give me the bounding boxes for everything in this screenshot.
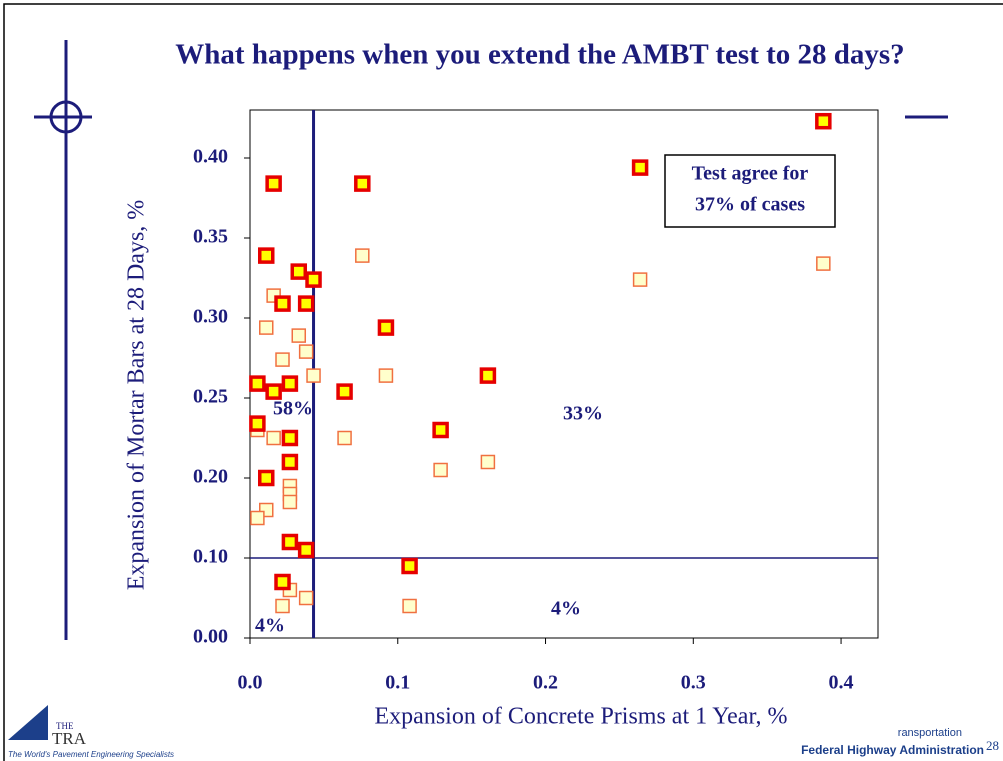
x-tick-label: 0.2 [533, 672, 558, 694]
data-point [281, 533, 299, 551]
data-point [282, 494, 298, 510]
data-point [354, 175, 371, 192]
box-text: Test agree for [692, 163, 809, 185]
data-point [265, 383, 282, 400]
data-point [258, 247, 275, 264]
data-point [632, 272, 648, 287]
data-point [480, 454, 496, 470]
data-point [275, 598, 290, 614]
data-point [337, 430, 352, 446]
y-tick-label: 0.30 [193, 306, 228, 328]
data-point [266, 430, 281, 446]
chart-title: What happens when you extend the AMBT te… [175, 39, 904, 71]
data-point [274, 295, 291, 312]
data-point [378, 368, 394, 383]
tagline: The World's Pavement Engineering Special… [8, 750, 174, 759]
data-point [432, 421, 449, 439]
data-point [281, 429, 299, 447]
data-point [281, 453, 299, 471]
y-tick-label: 0.20 [193, 466, 228, 488]
data-point [291, 328, 307, 343]
y-tick-label: 0.35 [193, 226, 228, 248]
data-point [249, 375, 266, 392]
data-point [355, 248, 370, 263]
data-point [259, 320, 274, 335]
data-point [479, 367, 497, 384]
y-tick-label: 0.40 [193, 146, 228, 168]
annotation: 33% [563, 403, 603, 425]
data-point [402, 598, 417, 614]
decor-circle [49, 100, 83, 134]
y-tick-label: 0.00 [193, 626, 228, 648]
data-point [298, 590, 314, 606]
annotation: 4% [255, 615, 285, 637]
plot-area [249, 109, 879, 639]
annotation-box [664, 154, 836, 228]
data-point [249, 415, 266, 432]
x-tick-label: 0.1 [385, 672, 410, 694]
data-point [377, 319, 395, 336]
data-point [401, 557, 418, 575]
data-point [297, 295, 315, 312]
y-tick-label: 0.10 [193, 546, 228, 568]
annotation: 4% [551, 598, 581, 620]
x-tick-label: 0.0 [238, 672, 263, 694]
x-tick-label: 0.4 [829, 672, 854, 694]
data-point [297, 541, 315, 559]
y-tick-label: 0.25 [193, 386, 228, 408]
data-point [281, 375, 299, 392]
data-point [250, 510, 265, 526]
data-point [265, 175, 282, 192]
data-point [298, 344, 314, 359]
x-tick-label: 0.3 [681, 672, 706, 694]
logo-text: THE [56, 721, 74, 731]
data-point [815, 112, 832, 130]
data-point [274, 573, 291, 591]
logo-text: TRA [52, 729, 87, 748]
data-point [336, 383, 353, 400]
data-point [433, 462, 448, 478]
agency-text: ransportation [898, 727, 962, 739]
data-point [631, 159, 649, 176]
page-number: 28 [986, 738, 999, 753]
slide-frame [3, 3, 1003, 761]
data-point [275, 352, 290, 367]
data-point [258, 469, 275, 487]
box-text: 37% of cases [695, 194, 805, 216]
data-point [305, 271, 322, 288]
data-point [290, 263, 308, 280]
data-point [816, 256, 831, 271]
logo-mark [8, 705, 48, 740]
y-axis-label: Expansion of Mortar Bars at 28 Days, % [124, 200, 150, 591]
agency-text: Federal Highway Administration [801, 743, 984, 757]
annotation: 58% [273, 398, 313, 420]
x-axis-label: Expansion of Concrete Prisms at 1 Year, … [375, 704, 788, 730]
data-point [306, 368, 321, 383]
